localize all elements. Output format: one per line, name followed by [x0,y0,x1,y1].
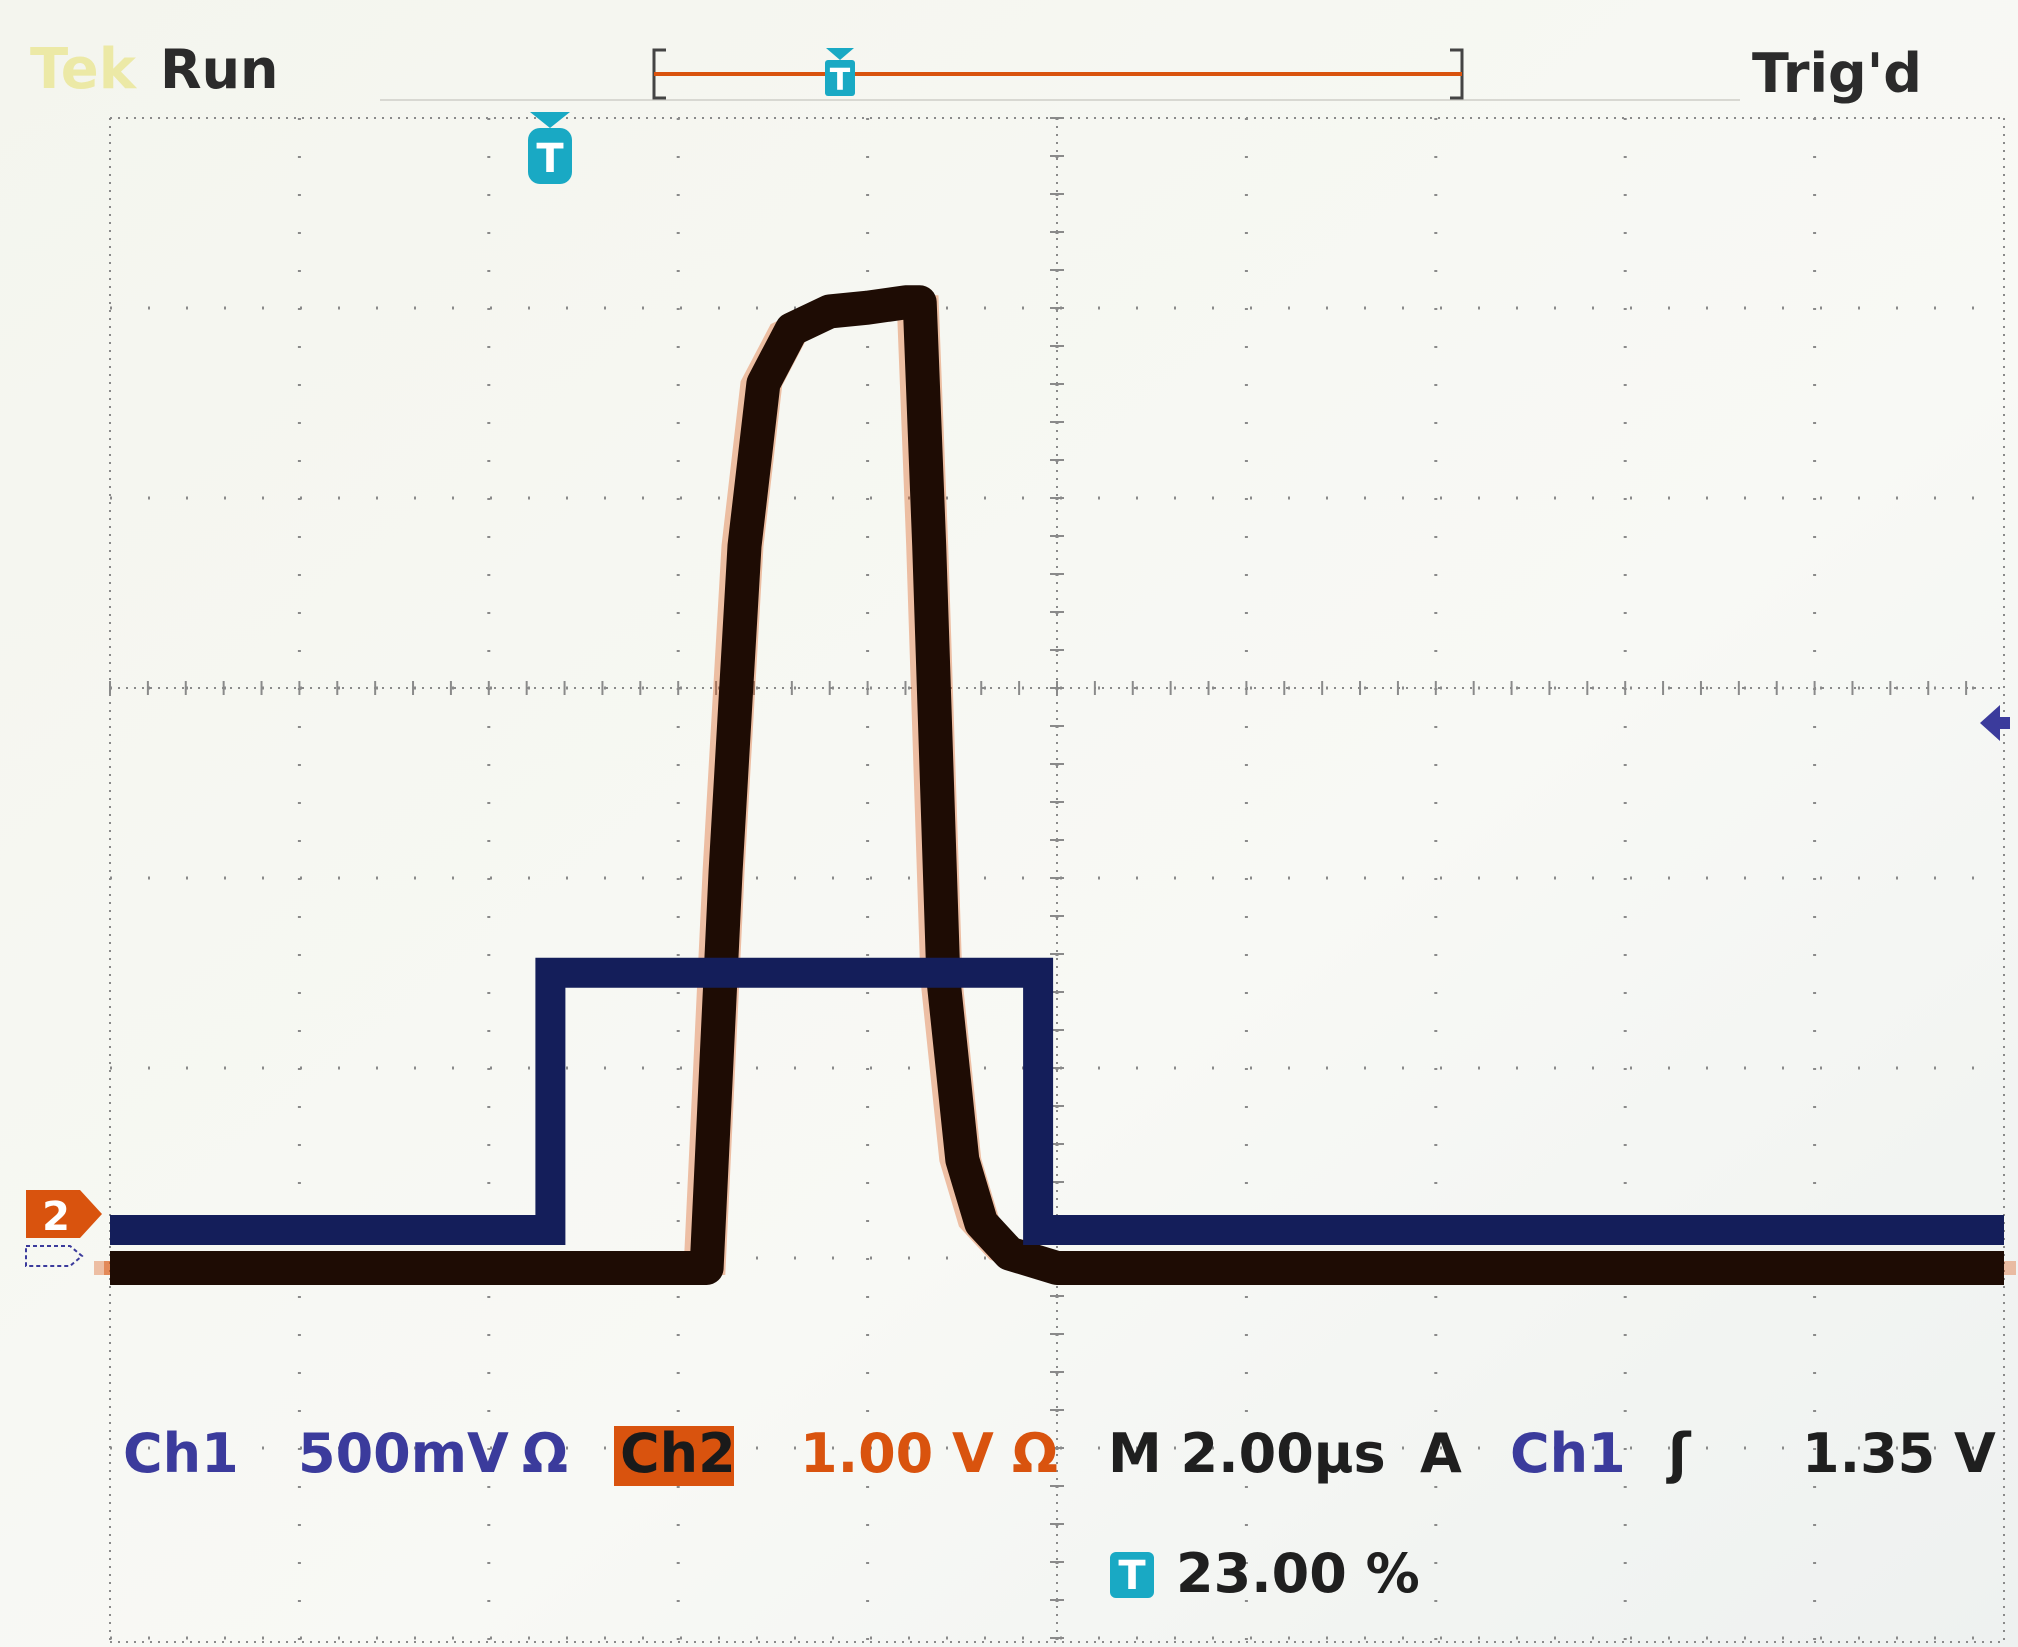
svg-text:T: T [830,63,851,98]
trigger-slope-icon: ʃ [1666,1422,1692,1485]
trigger-position-marker-icon: T [528,112,572,184]
ch1-scale: 500mV [298,1422,509,1485]
ch2-label: Ch2 [620,1422,736,1485]
ch2-coupling: Ω [1012,1422,1058,1485]
ch1-coupling: Ω [522,1422,568,1485]
trigger-level: 1.35 V [1802,1422,1996,1485]
trigger-status: Trig'd [1752,42,1922,105]
trigger-position-icon: T [1110,1552,1154,1599]
svg-text:T: T [1118,1553,1146,1599]
record-view-bar [652,48,1464,100]
record-trigger-marker-icon: T [825,48,855,98]
trigger-mode: A [1420,1422,1462,1485]
trigger-position-readout: 23.00 % [1176,1542,1420,1605]
ch1-waveform [110,957,2004,1245]
svg-text:2: 2 [42,1194,70,1240]
ch2-ground-marker-icon: 2 [25,1190,102,1267]
trigger-level-marker-icon [1980,705,2010,741]
trigger-source: Ch1 [1510,1422,1626,1485]
timebase-readout: M 2.00µs [1108,1422,1386,1485]
run-status: Run [160,38,278,101]
graticule [109,117,2005,1643]
ch2-waveform [110,285,2004,1285]
ch2-scale: 1.00 V [800,1422,994,1485]
ch1-label: Ch1 [123,1422,239,1485]
svg-text:T: T [536,136,564,182]
brand-logo: Tek [30,37,138,102]
